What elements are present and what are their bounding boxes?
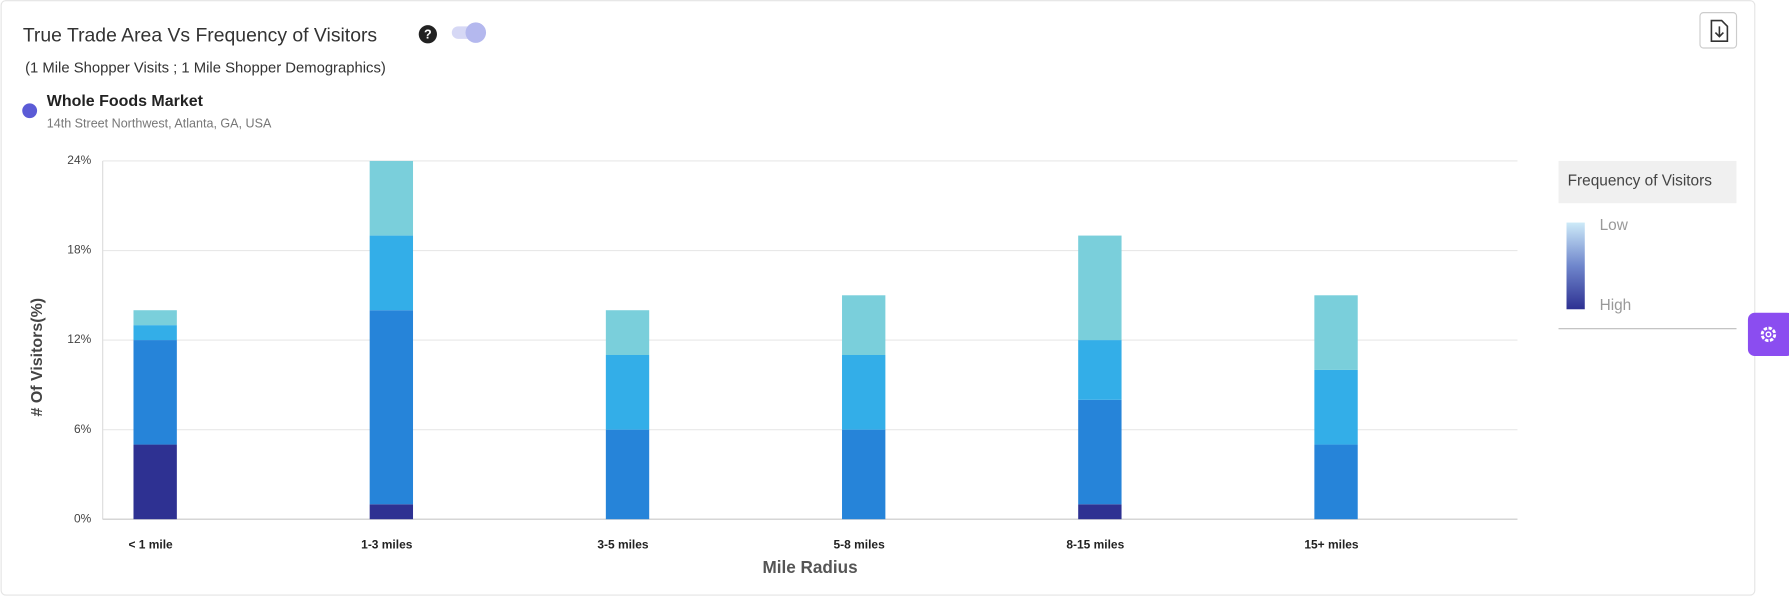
settings-icon bbox=[1760, 326, 1777, 343]
x-tick-label: 8-15 miles bbox=[1066, 538, 1124, 552]
bar-segment bbox=[842, 295, 886, 356]
bar-segment bbox=[133, 444, 177, 520]
bar-segment bbox=[605, 429, 650, 520]
settings-icon-hub bbox=[1765, 331, 1772, 338]
plot: 0% 6% 12% 18% 24% < 1 mile 1-3 miles 3-5 miles 5… bbox=[67, 153, 1518, 552]
help-glyph: ? bbox=[424, 28, 432, 42]
legend-high: High bbox=[1600, 297, 1632, 314]
x-tick-label: 5-8 miles bbox=[834, 538, 886, 552]
x-tick-label: 1-3 miles bbox=[361, 538, 413, 552]
x-tick-label: < 1 mile bbox=[128, 538, 173, 552]
bar-segment bbox=[605, 310, 650, 356]
x-axis-label: Mile Radius bbox=[763, 558, 858, 577]
bar-segment bbox=[133, 310, 177, 326]
legend-header bbox=[1558, 160, 1737, 204]
store-name: Whole Foods Market bbox=[47, 93, 204, 110]
store-address: 14th Street Northwest, Atlanta, GA, USA bbox=[47, 117, 272, 131]
bar-segment bbox=[369, 160, 414, 236]
bar-segment bbox=[1078, 340, 1122, 400]
bar-segment bbox=[1078, 235, 1122, 341]
download-button[interactable] bbox=[1699, 12, 1738, 49]
x-tick-label: 3-5 miles bbox=[597, 538, 649, 552]
bar-segment bbox=[1314, 369, 1358, 445]
help-icon[interactable] bbox=[418, 25, 437, 44]
y-tick-label: 6% bbox=[74, 422, 92, 436]
y-tick-label: 0% bbox=[74, 511, 92, 525]
y-tick-label: 24% bbox=[67, 153, 91, 167]
chart-title: True Trade Area Vs Frequency of Visitors bbox=[23, 25, 377, 47]
bar-segment bbox=[842, 355, 886, 430]
bar-segment bbox=[1078, 504, 1122, 520]
bar-segment bbox=[133, 325, 177, 341]
y-axis-label: # Of Visitors(%) bbox=[29, 298, 46, 417]
y-tick-label: 12% bbox=[67, 332, 91, 346]
bar-segment bbox=[1314, 295, 1358, 370]
y-tick-label: 18% bbox=[67, 243, 91, 257]
legend-low: Low bbox=[1600, 217, 1629, 234]
bar-segment bbox=[369, 235, 414, 311]
bar-segment bbox=[1314, 444, 1358, 520]
bar-segment bbox=[133, 340, 177, 445]
store-dot bbox=[22, 103, 38, 119]
bar-segment bbox=[1078, 399, 1122, 505]
bar-segment bbox=[369, 310, 414, 505]
bar-segment bbox=[369, 504, 414, 520]
download-icon bbox=[1710, 19, 1729, 42]
bar-segment bbox=[842, 429, 886, 520]
subtitle: (1 Mile Shopper Visits ; 1 Mile Shopper … bbox=[25, 60, 386, 76]
toggle-knob[interactable] bbox=[465, 22, 487, 43]
legend-gradient bbox=[1566, 222, 1585, 310]
settings-button[interactable] bbox=[1747, 312, 1789, 357]
bar-segment bbox=[605, 355, 650, 430]
x-tick-label: 15+ miles bbox=[1304, 538, 1359, 552]
legend-title: Frequency of Visitors bbox=[1568, 173, 1713, 190]
